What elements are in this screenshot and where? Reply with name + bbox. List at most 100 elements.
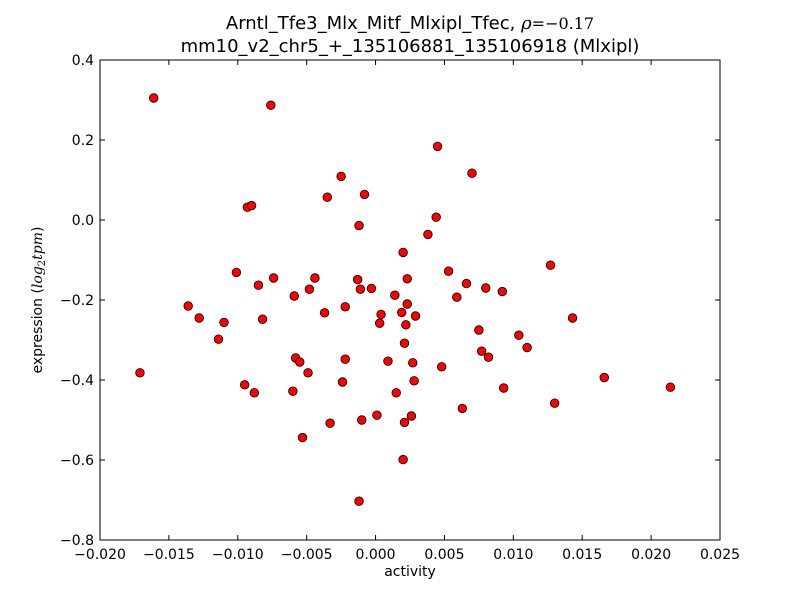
data-point: [409, 376, 419, 386]
y-axis-label: expression (log2tpm): [30, 226, 48, 373]
y-tick-label: −0.8: [60, 533, 94, 549]
data-point: [401, 320, 411, 330]
data-point: [436, 362, 447, 372]
x-axis-ticks: −0.020 −0.015 −0.010 −0.005 0.000 0.005 0.010 0…: [74, 60, 740, 563]
x-tick-label: 0.025: [700, 547, 740, 563]
y-tick-label: −0.2: [60, 293, 94, 309]
data-point: [257, 314, 268, 324]
x-tick-label: 0.000: [356, 547, 396, 563]
chart-title: Arntl_Tfe3_Mlx_Mitf_Mlxipl_Tfec, ρ=−0.17: [226, 13, 594, 34]
data-point: [402, 274, 412, 284]
data-point: [545, 260, 556, 270]
data-point: [239, 380, 250, 390]
data-point: [399, 417, 410, 428]
x-tick-label: 0.010: [493, 547, 533, 563]
x-tick-label: −0.005: [281, 547, 333, 563]
data-point: [390, 290, 400, 300]
chart-title-rho-symbol: ρ: [520, 13, 532, 34]
data-point: [213, 334, 224, 344]
data-point: [246, 200, 257, 211]
data-point: [374, 318, 385, 328]
data-point: [443, 266, 454, 276]
data-point: [461, 278, 472, 289]
chart-title-rho-value: =−0.17: [532, 14, 594, 33]
chart-title-main: Arntl_Tfe3_Mlx_Mitf_Mlxipl_Tfec,: [226, 13, 521, 34]
plot-area: [99, 59, 721, 541]
data-point: [497, 286, 508, 297]
data-point: [376, 309, 386, 320]
data-point: [183, 301, 193, 311]
data-point: [325, 418, 335, 428]
data-point: [231, 267, 242, 278]
x-tick-label: −0.015: [143, 547, 195, 563]
x-tick-label: 0.020: [631, 547, 671, 563]
data-point: [398, 247, 408, 258]
y-tick-label: 0.0: [72, 213, 94, 229]
data-point: [359, 189, 370, 200]
data-point: [288, 386, 298, 396]
x-axis-label: activity: [384, 564, 436, 580]
data-point: [567, 313, 578, 323]
data-point: [431, 212, 441, 222]
data-point: [423, 229, 433, 240]
chart-subtitle: mm10_v2_chr5_+_135106881_135106918 (Mlxi…: [181, 36, 640, 57]
data-point: [522, 342, 532, 353]
data-point: [432, 141, 443, 152]
y-tick-label: −0.6: [60, 453, 94, 469]
data-point: [266, 100, 276, 110]
data-point: [149, 93, 159, 103]
data-point: [295, 357, 305, 367]
data-point: [297, 432, 308, 443]
data-point: [383, 356, 393, 366]
y-axis-label-subscript: 2: [37, 260, 48, 266]
data-point: [253, 280, 264, 290]
data-point: [322, 192, 333, 202]
data-point: [268, 273, 279, 283]
data-point: [336, 171, 346, 182]
data-point: [402, 299, 412, 309]
data-point: [249, 388, 260, 398]
data-point: [457, 403, 468, 414]
data-point: [354, 220, 364, 231]
data-point: [481, 283, 491, 293]
data-point: [398, 454, 408, 465]
data-point: [476, 346, 487, 356]
data-point: [483, 352, 494, 362]
data-point: [337, 377, 348, 387]
y-axis-label-prefix: expression (: [30, 288, 46, 373]
data-point: [355, 284, 366, 294]
data-point: [399, 338, 410, 348]
data-point: [474, 325, 484, 335]
data-point: [452, 292, 462, 302]
data-point: [303, 368, 313, 378]
data-point: [467, 168, 477, 178]
data-point: [135, 368, 145, 378]
y-axis-label-suffix: ): [30, 226, 46, 231]
data-point: [310, 273, 320, 283]
y-tick-label: 0.4: [72, 53, 94, 69]
y-axis-label-tpm: tpm: [30, 232, 46, 260]
data-point: [366, 283, 377, 294]
y-tick-label: 0.2: [72, 133, 94, 149]
data-point: [289, 291, 299, 301]
data-point: [549, 398, 560, 408]
data-point: [665, 382, 676, 392]
x-tick-label: −0.010: [212, 547, 264, 563]
data-point: [304, 284, 315, 294]
data-point: [391, 388, 401, 398]
data-point: [397, 307, 407, 318]
data-point: [352, 274, 363, 285]
data-point: [498, 383, 509, 393]
data-point: [340, 302, 350, 312]
y-axis-label-log: log: [30, 266, 46, 288]
scatter-points: [135, 93, 676, 506]
x-tick-label: 0.015: [562, 547, 602, 563]
data-point: [410, 311, 421, 321]
data-point: [319, 308, 330, 318]
data-point: [194, 313, 204, 323]
data-point: [408, 358, 418, 368]
x-tick-label: −0.020: [74, 547, 126, 563]
data-point: [514, 330, 524, 340]
data-point: [340, 354, 350, 364]
data-point: [372, 410, 382, 420]
